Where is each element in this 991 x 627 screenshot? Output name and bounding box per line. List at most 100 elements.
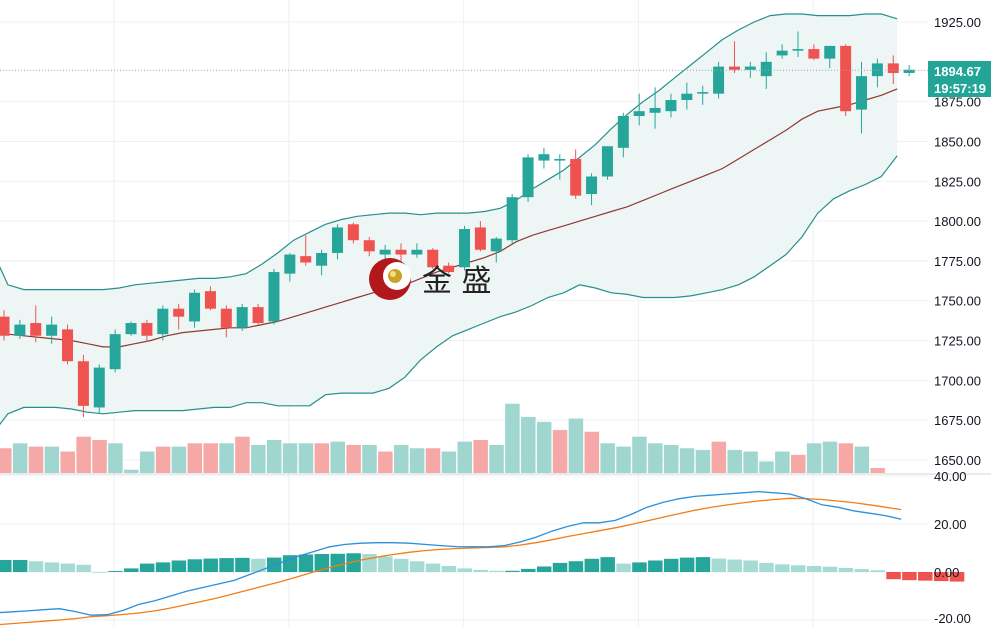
oscillator-axis-tick-label: 40.00	[934, 469, 967, 484]
macd-histogram	[0, 553, 965, 582]
macd-histogram-bar	[489, 570, 504, 572]
candle-body	[363, 240, 375, 252]
candle-body	[395, 249, 407, 255]
bollinger-lower-line	[0, 155, 898, 426]
candle-body	[871, 63, 883, 77]
macd-histogram-bar	[409, 561, 425, 572]
macd-histogram-bar	[822, 566, 838, 572]
candle	[871, 58, 883, 88]
candle	[443, 262, 455, 274]
candle	[856, 61, 868, 134]
macd-histogram-bar	[362, 554, 377, 572]
candle	[887, 55, 899, 85]
candle-body	[713, 66, 725, 94]
candle-body	[427, 249, 439, 268]
macd-histogram-bar	[679, 557, 695, 572]
macd-histogram-bar	[28, 561, 44, 572]
candle	[633, 93, 645, 126]
candle	[77, 354, 89, 417]
macd-histogram-bar	[282, 555, 298, 572]
volume-bar	[743, 451, 758, 473]
candle	[808, 44, 820, 61]
candle-body	[284, 254, 296, 274]
oscillator-axis-tick-label: 20.00	[934, 517, 967, 532]
volume-bar	[155, 446, 171, 473]
candle-body	[633, 111, 645, 116]
macd-histogram-bar	[203, 558, 218, 572]
candle-body	[681, 93, 693, 101]
macd-histogram-bar	[648, 560, 663, 572]
candle	[236, 303, 248, 331]
macd-histogram-bar	[124, 568, 139, 572]
candle	[204, 286, 216, 311]
macd-histogram-bar	[902, 572, 917, 581]
macd-histogram-bar	[346, 553, 361, 572]
volume-bar	[0, 448, 12, 473]
oscillator-axis[interactable]: 40.00 20.00 0.00 -20.00	[934, 469, 971, 626]
candle	[776, 44, 788, 59]
macd-histogram-bar	[425, 563, 441, 572]
macd-histogram-bar	[727, 559, 742, 572]
candle-body	[459, 229, 471, 268]
macd-histogram-bar	[235, 557, 250, 572]
macd-histogram-bar	[314, 554, 330, 572]
macd-histogram-bar	[949, 572, 965, 582]
macd-line	[0, 490, 902, 616]
volume-bar	[139, 451, 155, 473]
macd-histogram-bar	[0, 560, 12, 572]
volume-bar	[648, 443, 663, 473]
volume-bar	[457, 441, 473, 473]
macd-histogram-bar	[108, 571, 123, 572]
candle-body	[411, 249, 423, 255]
bollinger-band-area	[0, 14, 898, 425]
macd-histogram-bar	[616, 563, 631, 572]
candle	[411, 243, 423, 258]
volume-bar	[632, 436, 647, 473]
volume-bar	[219, 443, 234, 473]
candle	[0, 310, 10, 341]
macd-histogram-bar	[298, 554, 314, 572]
volume-bar	[489, 444, 504, 473]
candle-body	[204, 291, 216, 309]
candle	[760, 52, 772, 89]
candle-body	[316, 252, 328, 266]
volume-bar	[759, 461, 774, 473]
candle	[93, 364, 105, 414]
candle	[554, 154, 566, 180]
volume-bar	[187, 443, 203, 473]
macd-histogram-bar	[775, 564, 790, 572]
candle-body	[856, 76, 868, 110]
volume-bar	[505, 403, 520, 473]
candle	[109, 329, 121, 373]
candle-body	[649, 108, 661, 113]
candle-body	[490, 238, 502, 252]
candle	[125, 321, 137, 336]
logo-icon	[369, 258, 411, 300]
macd-histogram-bar	[76, 564, 91, 572]
volume-bar	[314, 443, 330, 473]
volume-bar	[108, 443, 123, 473]
volume-bar	[536, 421, 552, 473]
candle	[379, 244, 391, 260]
volume-bar	[727, 449, 742, 473]
macd-histogram-bar	[918, 572, 933, 581]
volume-bar	[92, 440, 107, 473]
macd-histogram-bar	[171, 560, 187, 572]
volume-bar	[378, 451, 393, 473]
macd-histogram-bar	[44, 562, 60, 572]
candle-body	[189, 292, 201, 322]
last-price-value: 1894.67	[934, 64, 981, 79]
macd-histogram-bar	[886, 572, 901, 580]
volume-bar	[298, 443, 314, 473]
price-axis-tick-label: 1650.00	[934, 453, 981, 468]
macd-histogram-bar	[473, 569, 488, 572]
candle-body	[173, 308, 185, 317]
volume-bars	[0, 403, 885, 473]
macd-histogram-bar	[759, 562, 774, 572]
volume-bar	[695, 449, 711, 473]
candle-body	[824, 45, 836, 59]
volume-bar	[679, 448, 695, 473]
price-axis-tick-label: 1850.00	[934, 134, 981, 149]
price-axis[interactable]: 1650.00 1675.00 1700.00 1725.00 1750.00 1775.…	[934, 15, 981, 468]
macd-histogram-bar	[378, 556, 393, 572]
